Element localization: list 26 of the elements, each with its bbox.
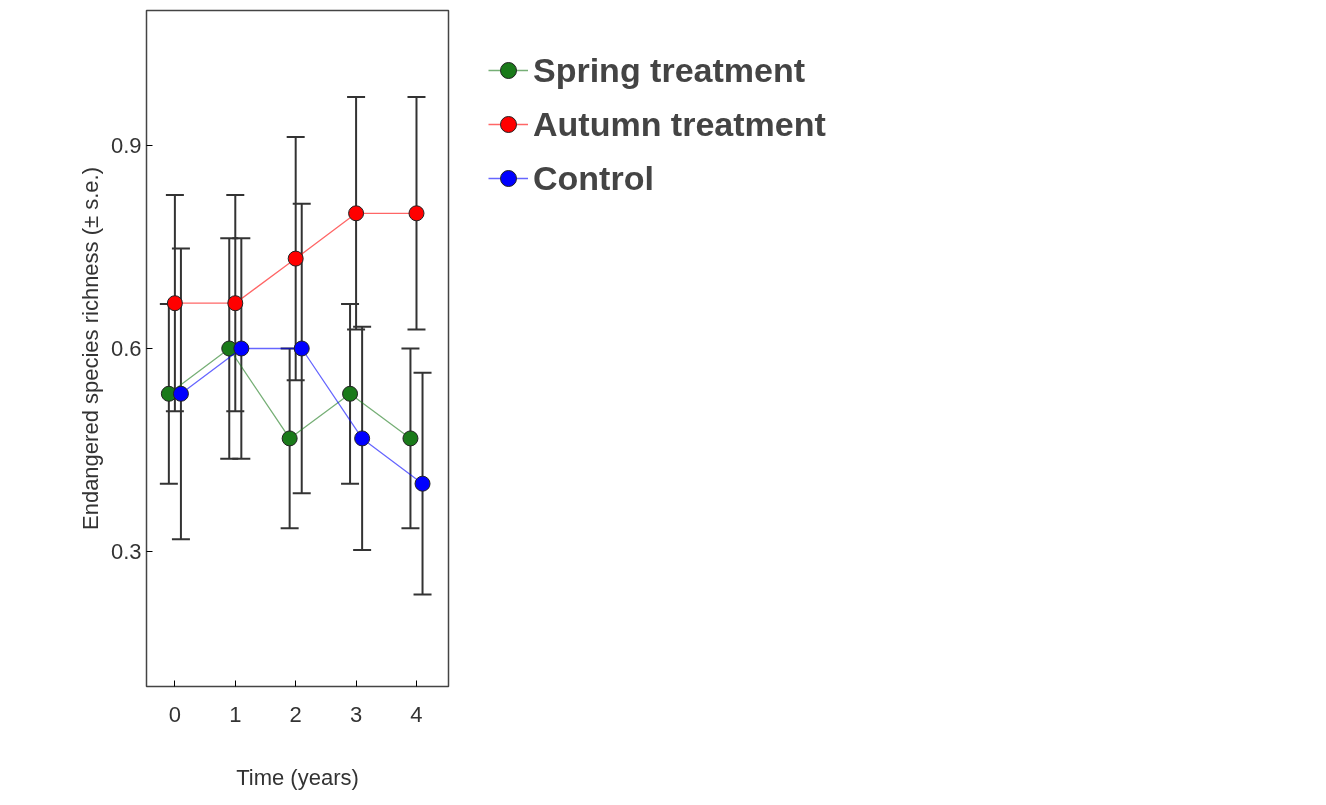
x-tick-label: 2 (289, 701, 302, 727)
point (414, 475, 431, 492)
y-tick-label: 0.9 (110, 133, 142, 159)
point (348, 205, 365, 222)
legend-label: Spring treatment (533, 50, 806, 90)
point (293, 340, 310, 357)
y-tick-label: 0.3 (110, 538, 142, 564)
x-tick-label: 1 (229, 701, 242, 727)
legend-label: Control (533, 158, 654, 198)
point (233, 340, 250, 357)
point (354, 430, 371, 447)
point (402, 430, 419, 447)
point (281, 430, 298, 447)
x-tick-label: 3 (349, 701, 363, 727)
y-axis-title: Endangered species richness (± s.e.) (77, 166, 103, 531)
x-axis-title: Time (years) (236, 764, 359, 790)
point (166, 295, 183, 312)
point (172, 385, 189, 402)
point (287, 250, 304, 267)
x-tick-label: 0 (168, 701, 182, 727)
point (227, 295, 244, 312)
x-tick-label: 4 (410, 701, 423, 727)
y-tick-label: 0.6 (110, 336, 142, 361)
point (342, 385, 359, 402)
point (408, 205, 425, 222)
legend-label: Autumn treatment (533, 104, 826, 144)
